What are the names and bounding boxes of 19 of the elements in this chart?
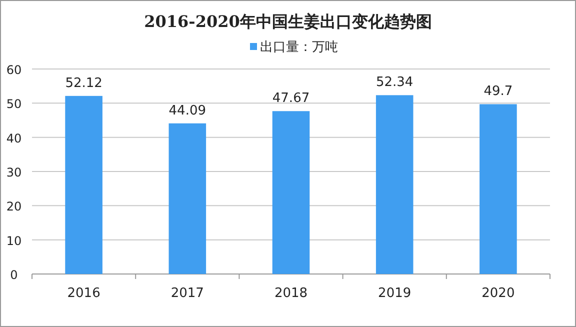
ytick: 50: [6, 97, 22, 112]
data-label: 52.34: [376, 75, 414, 90]
xtick: 2017: [170, 286, 204, 301]
ytick: 60: [6, 63, 22, 77]
xtick: 2016: [67, 286, 100, 301]
title: 2016-2020年中国生姜出口变化趋势图: [144, 12, 432, 31]
xtick: 2019: [378, 286, 412, 301]
ytick: 40: [6, 131, 22, 146]
data-label: 49.7: [484, 84, 513, 100]
ytick: 30: [6, 166, 22, 180]
data-label: 52.12: [65, 76, 102, 91]
xtick: 2018: [274, 286, 308, 301]
data-label: 47.67: [272, 91, 310, 106]
legend: 出口量：万吨: [260, 40, 338, 55]
ytick: 10: [6, 234, 22, 248]
ytick: 0: [10, 268, 18, 282]
data-label: 44.09: [168, 103, 206, 118]
xtick: 2020: [482, 286, 515, 301]
ytick: 20: [6, 200, 22, 214]
